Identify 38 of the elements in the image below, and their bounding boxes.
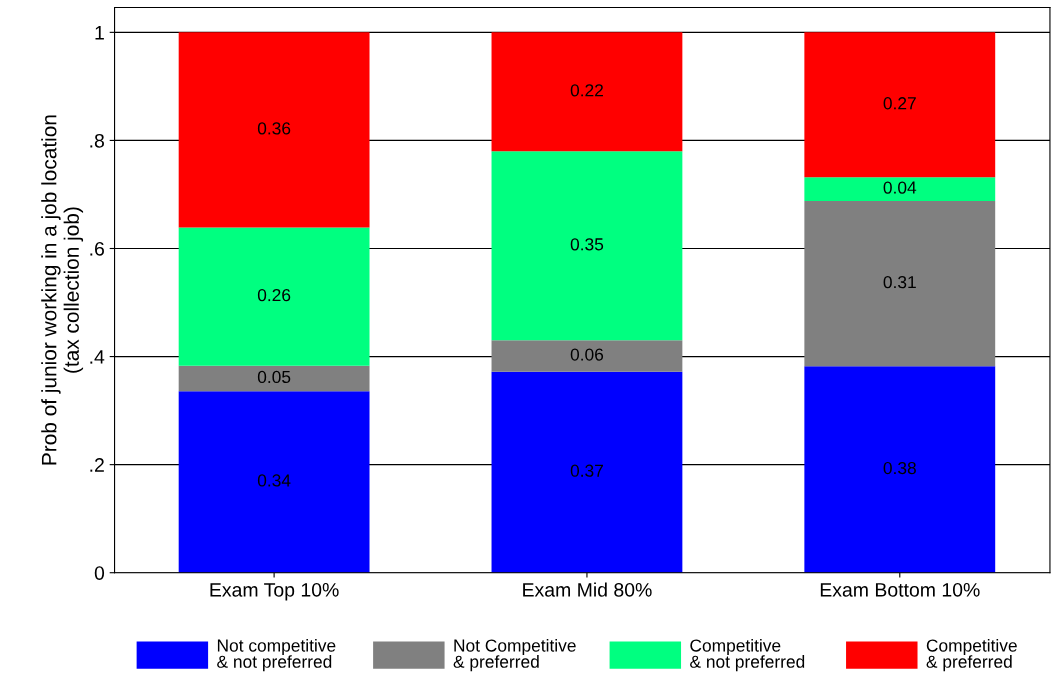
- data-label: 0.05: [257, 370, 291, 384]
- bar: [491, 371, 683, 573]
- legend-label: Not competitive & not preferred: [217, 638, 336, 672]
- y-tick-label: .6: [90, 241, 104, 256]
- data-label: 0.36: [257, 122, 291, 135]
- data-label: 0.26: [257, 288, 291, 302]
- x-tick-label: Exam Mid 80%: [523, 582, 652, 597]
- data-label: 0.04: [883, 181, 917, 194]
- bar: [491, 151, 683, 341]
- legend-label: Not Competitive & preferred: [453, 638, 576, 672]
- bar: [178, 391, 370, 573]
- y-tick-label: 0: [94, 566, 105, 580]
- data-label: 0.37: [570, 464, 603, 477]
- x-tick-label: Exam Top 10%: [210, 582, 339, 601]
- bar: [804, 200, 996, 367]
- bar: [178, 32, 370, 228]
- x-tick-label: Exam Bottom 10%: [820, 582, 980, 597]
- legend-label: Competitive & preferred: [926, 638, 1017, 672]
- bar: [491, 340, 683, 372]
- data-label: 0.22: [570, 84, 603, 97]
- y-axis-title: Prob of junior working in a job location (tax collection job): [41, 115, 84, 465]
- bar: [178, 365, 370, 392]
- data-label: 0.35: [570, 238, 604, 251]
- data-label: 0.38: [883, 461, 916, 475]
- data-label: 0.31: [883, 275, 916, 289]
- bar: [178, 227, 370, 366]
- bar: [804, 32, 996, 178]
- data-label: 0.34: [257, 474, 291, 487]
- data-label: 0.27: [883, 97, 916, 110]
- y-tick-label: .8: [90, 133, 104, 148]
- bar: [491, 32, 683, 152]
- legend-label: Competitive & not preferred: [690, 638, 805, 672]
- y-tick-label: .4: [90, 350, 105, 364]
- data-label: 0.06: [570, 348, 604, 361]
- y-tick-label: .2: [90, 458, 104, 472]
- bar: [804, 177, 996, 201]
- y-tick-label: 1: [95, 26, 104, 40]
- bar: [804, 366, 996, 573]
